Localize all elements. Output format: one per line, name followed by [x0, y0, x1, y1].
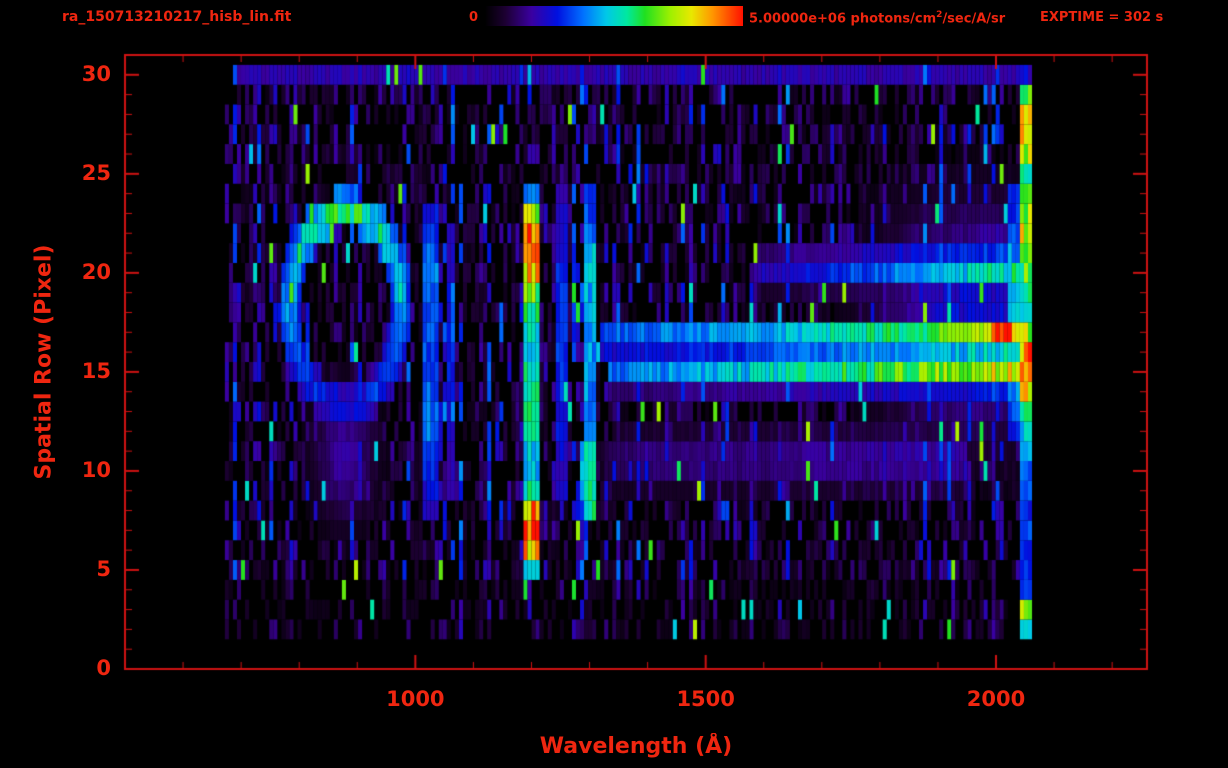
x-axis-title: Wavelength (Å): [539, 734, 733, 759]
colorbar-max-label: 5.00000e+06 photons/cm2/sec/A/sr: [749, 10, 1005, 26]
colorbar-max-suffix: /sec/A/sr: [942, 11, 1006, 27]
x-tick-label: 2000: [966, 687, 1026, 711]
y-tick-label: 30: [81, 61, 111, 86]
y-tick-label: 15: [81, 358, 111, 383]
colorbar-max-superscript: 2: [936, 10, 943, 20]
x-tick-label: 1000: [386, 687, 445, 711]
exptime-label: EXPTIME = 302 s: [1040, 10, 1164, 25]
colorbar-min-label: 0: [468, 10, 478, 25]
y-tick-label: 0: [96, 656, 111, 680]
y-tick-label: 10: [81, 457, 111, 482]
y-tick-label: 20: [81, 259, 111, 284]
y-tick-label: 5: [96, 556, 111, 581]
x-tick-label: 1500: [676, 687, 735, 711]
filename-title: ra_150713210217_hisb_lin.fit: [62, 9, 292, 25]
colorbar-max-prefix: 5.00000e+06 photons/cm: [749, 11, 937, 27]
y-tick-label: 25: [81, 160, 111, 185]
colorbar-gradient: [485, 6, 743, 26]
